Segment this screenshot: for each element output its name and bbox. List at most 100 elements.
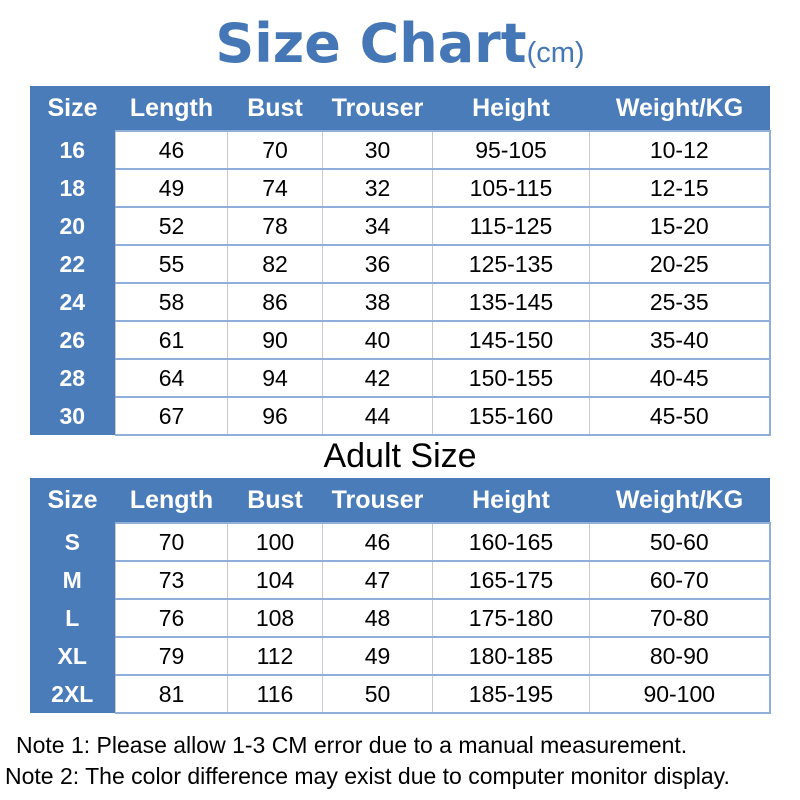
- data-cell: 58: [115, 282, 228, 322]
- data-cell: 46: [322, 522, 433, 562]
- data-cell: 100: [227, 522, 323, 562]
- data-cell: 46: [115, 130, 228, 170]
- table-row: L 76 108 48 175-180 70-80: [29, 598, 771, 638]
- table-row: 2XL 81 116 50 185-195 90-100: [29, 674, 771, 714]
- data-cell: 81: [115, 674, 228, 714]
- page-title-text: Size Chart: [215, 12, 527, 75]
- page-title: Size Chart(cm): [0, 0, 800, 86]
- data-cell: 96: [227, 396, 323, 436]
- data-cell: 64: [115, 358, 228, 398]
- data-cell: 32: [322, 168, 433, 208]
- data-cell: 34: [322, 206, 433, 246]
- data-cell: 125-135: [432, 244, 590, 284]
- data-cell: 180-185: [432, 636, 590, 676]
- data-cell: 80-90: [589, 636, 771, 676]
- data-cell: 30: [322, 130, 433, 170]
- table-row: 30 67 96 44 155-160 45-50: [29, 396, 771, 436]
- table-row: 18 49 74 32 105-115 12-15: [29, 168, 771, 208]
- data-cell: 42: [322, 358, 433, 398]
- data-cell: 49: [322, 636, 433, 676]
- data-cell: 108: [227, 598, 323, 638]
- data-cell: 60-70: [589, 560, 771, 600]
- header-cell: Size: [29, 86, 116, 131]
- data-cell: 116: [227, 674, 323, 714]
- data-cell: 112: [227, 636, 323, 676]
- table-row: XL 79 112 49 180-185 80-90: [29, 636, 771, 676]
- data-cell: 45-50: [589, 396, 771, 436]
- data-cell: 70-80: [589, 598, 771, 638]
- data-cell: 70: [227, 130, 323, 170]
- child-size-table: Size Length Bust Trouser Height Weight/KG 16 4…: [29, 86, 771, 436]
- table-row: 24 58 86 38 135-145 25-35: [29, 282, 771, 322]
- data-cell: 175-180: [432, 598, 590, 638]
- page-title-unit: (cm): [526, 37, 585, 69]
- table-row: 28 64 94 42 150-155 40-45: [29, 358, 771, 398]
- size-label-cell: 18: [29, 169, 116, 207]
- size-label-cell: 16: [29, 131, 116, 169]
- data-cell: 44: [322, 396, 433, 436]
- table-row: 20 52 78 34 115-125 15-20: [29, 206, 771, 246]
- data-cell: 145-150: [432, 320, 590, 360]
- header-cell: Trouser: [322, 478, 433, 523]
- data-cell: 86: [227, 282, 323, 322]
- size-label-cell: XL: [29, 637, 116, 675]
- data-cell: 40: [322, 320, 433, 360]
- data-cell: 20-25: [589, 244, 771, 284]
- header-cell: Height: [432, 86, 590, 131]
- table-header-row: Size Length Bust Trouser Height Weight/KG: [29, 86, 770, 131]
- data-cell: 73: [115, 560, 228, 600]
- data-cell: 90: [227, 320, 323, 360]
- size-label-cell: S: [29, 523, 116, 561]
- data-cell: 70: [115, 522, 228, 562]
- data-cell: 150-155: [432, 358, 590, 398]
- data-cell: 90-100: [589, 674, 771, 714]
- table-row: 16 46 70 30 95-105 10-12: [29, 130, 771, 170]
- data-cell: 105-115: [432, 168, 590, 208]
- data-cell: 25-35: [589, 282, 771, 322]
- data-cell: 50-60: [589, 522, 771, 562]
- data-cell: 185-195: [432, 674, 590, 714]
- data-cell: 79: [115, 636, 228, 676]
- data-cell: 15-20: [589, 206, 771, 246]
- data-cell: 61: [115, 320, 228, 360]
- header-cell: Weight/KG: [589, 478, 770, 523]
- size-label-cell: 2XL: [29, 675, 116, 713]
- data-cell: 76: [115, 598, 228, 638]
- notes-block: Note 1: Please allow 1-3 CM error due to…: [0, 730, 800, 792]
- data-cell: 55: [115, 244, 228, 284]
- data-cell: 36: [322, 244, 433, 284]
- data-cell: 115-125: [432, 206, 590, 246]
- note-line: Note 2: The color difference may exist d…: [5, 763, 730, 789]
- data-cell: 94: [227, 358, 323, 398]
- size-label-cell: M: [29, 561, 116, 599]
- data-cell: 38: [322, 282, 433, 322]
- header-cell: Bust: [227, 478, 323, 523]
- header-cell: Length: [115, 86, 228, 131]
- size-label-cell: 22: [29, 245, 116, 283]
- data-cell: 49: [115, 168, 228, 208]
- size-label-cell: 28: [29, 359, 116, 397]
- adult-size-table: Size Length Bust Trouser Height Weight/KG S 70…: [29, 478, 771, 714]
- size-label-cell: 24: [29, 283, 116, 321]
- data-cell: 52: [115, 206, 228, 246]
- table-row: 26 61 90 40 145-150 35-40: [29, 320, 771, 360]
- size-label-cell: 26: [29, 321, 116, 359]
- header-cell: Height: [432, 478, 590, 523]
- adult-size-table-body: S 70 100 46 160-165 50-60 M 73 104 47 165-175 60-70…: [29, 522, 771, 714]
- table-header-row: Size Length Bust Trouser Height Weight/KG: [29, 478, 770, 523]
- data-cell: 67: [115, 396, 228, 436]
- data-cell: 50: [322, 674, 433, 714]
- header-cell: Weight/KG: [589, 86, 770, 131]
- adult-size-table-header: Size Length Bust Trouser Height Weight/KG: [29, 478, 770, 523]
- data-cell: 95-105: [432, 130, 590, 170]
- child-size-table-header: Size Length Bust Trouser Height Weight/KG: [29, 86, 770, 131]
- data-cell: 82: [227, 244, 323, 284]
- header-cell: Bust: [227, 86, 323, 131]
- size-label-cell: L: [29, 599, 116, 637]
- data-cell: 165-175: [432, 560, 590, 600]
- data-cell: 160-165: [432, 522, 590, 562]
- table-row: M 73 104 47 165-175 60-70: [29, 560, 771, 600]
- data-cell: 35-40: [589, 320, 771, 360]
- data-cell: 40-45: [589, 358, 771, 398]
